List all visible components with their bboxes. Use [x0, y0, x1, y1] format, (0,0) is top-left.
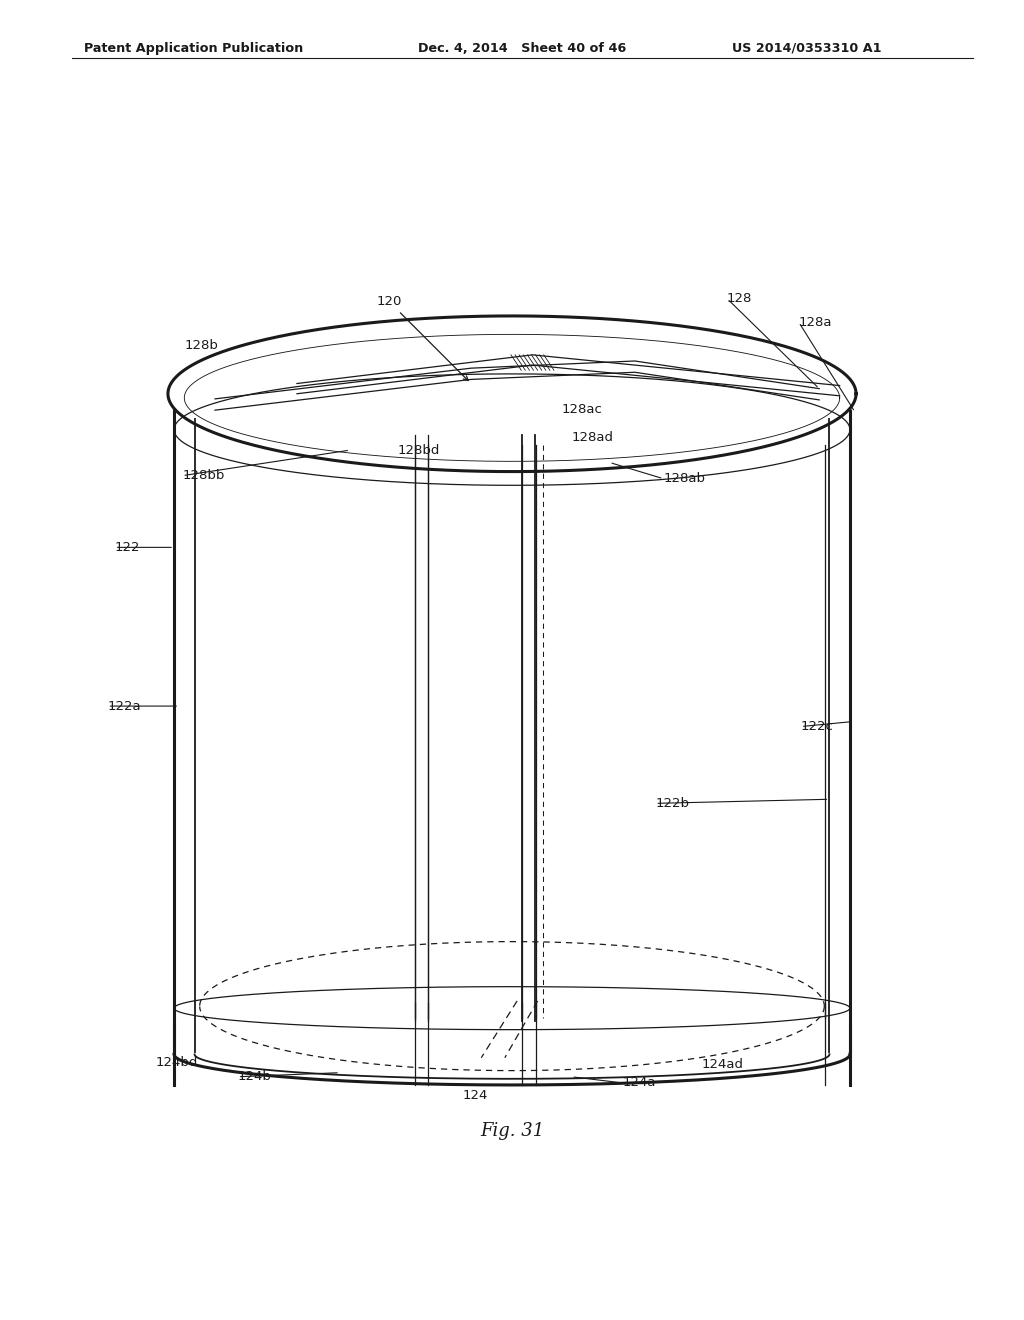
Text: US 2014/0353310 A1: US 2014/0353310 A1 [732, 42, 882, 54]
Text: 124: 124 [463, 1089, 488, 1102]
Text: 124b: 124b [238, 1071, 271, 1084]
Text: 120: 120 [377, 296, 468, 380]
Text: Dec. 4, 2014   Sheet 40 of 46: Dec. 4, 2014 Sheet 40 of 46 [418, 42, 626, 54]
Text: 128ad: 128ad [571, 432, 613, 445]
Text: 128ac: 128ac [561, 403, 602, 416]
Text: 128ab: 128ab [664, 473, 706, 486]
Text: Patent Application Publication: Patent Application Publication [84, 42, 303, 54]
Text: 128b: 128b [184, 339, 218, 352]
Text: Fig. 31: Fig. 31 [480, 1122, 544, 1140]
Text: 128bd: 128bd [397, 444, 439, 457]
Text: 124ad: 124ad [701, 1059, 743, 1071]
Text: 122b: 122b [655, 797, 689, 810]
Text: 122a: 122a [108, 700, 141, 713]
Text: 122c: 122c [801, 721, 834, 733]
Text: 128bb: 128bb [182, 469, 224, 482]
Text: 128: 128 [727, 292, 753, 305]
Text: 122: 122 [115, 541, 140, 554]
Text: 128a: 128a [799, 315, 833, 329]
Text: 124a: 124a [623, 1076, 656, 1089]
Text: 124bd: 124bd [156, 1056, 198, 1069]
